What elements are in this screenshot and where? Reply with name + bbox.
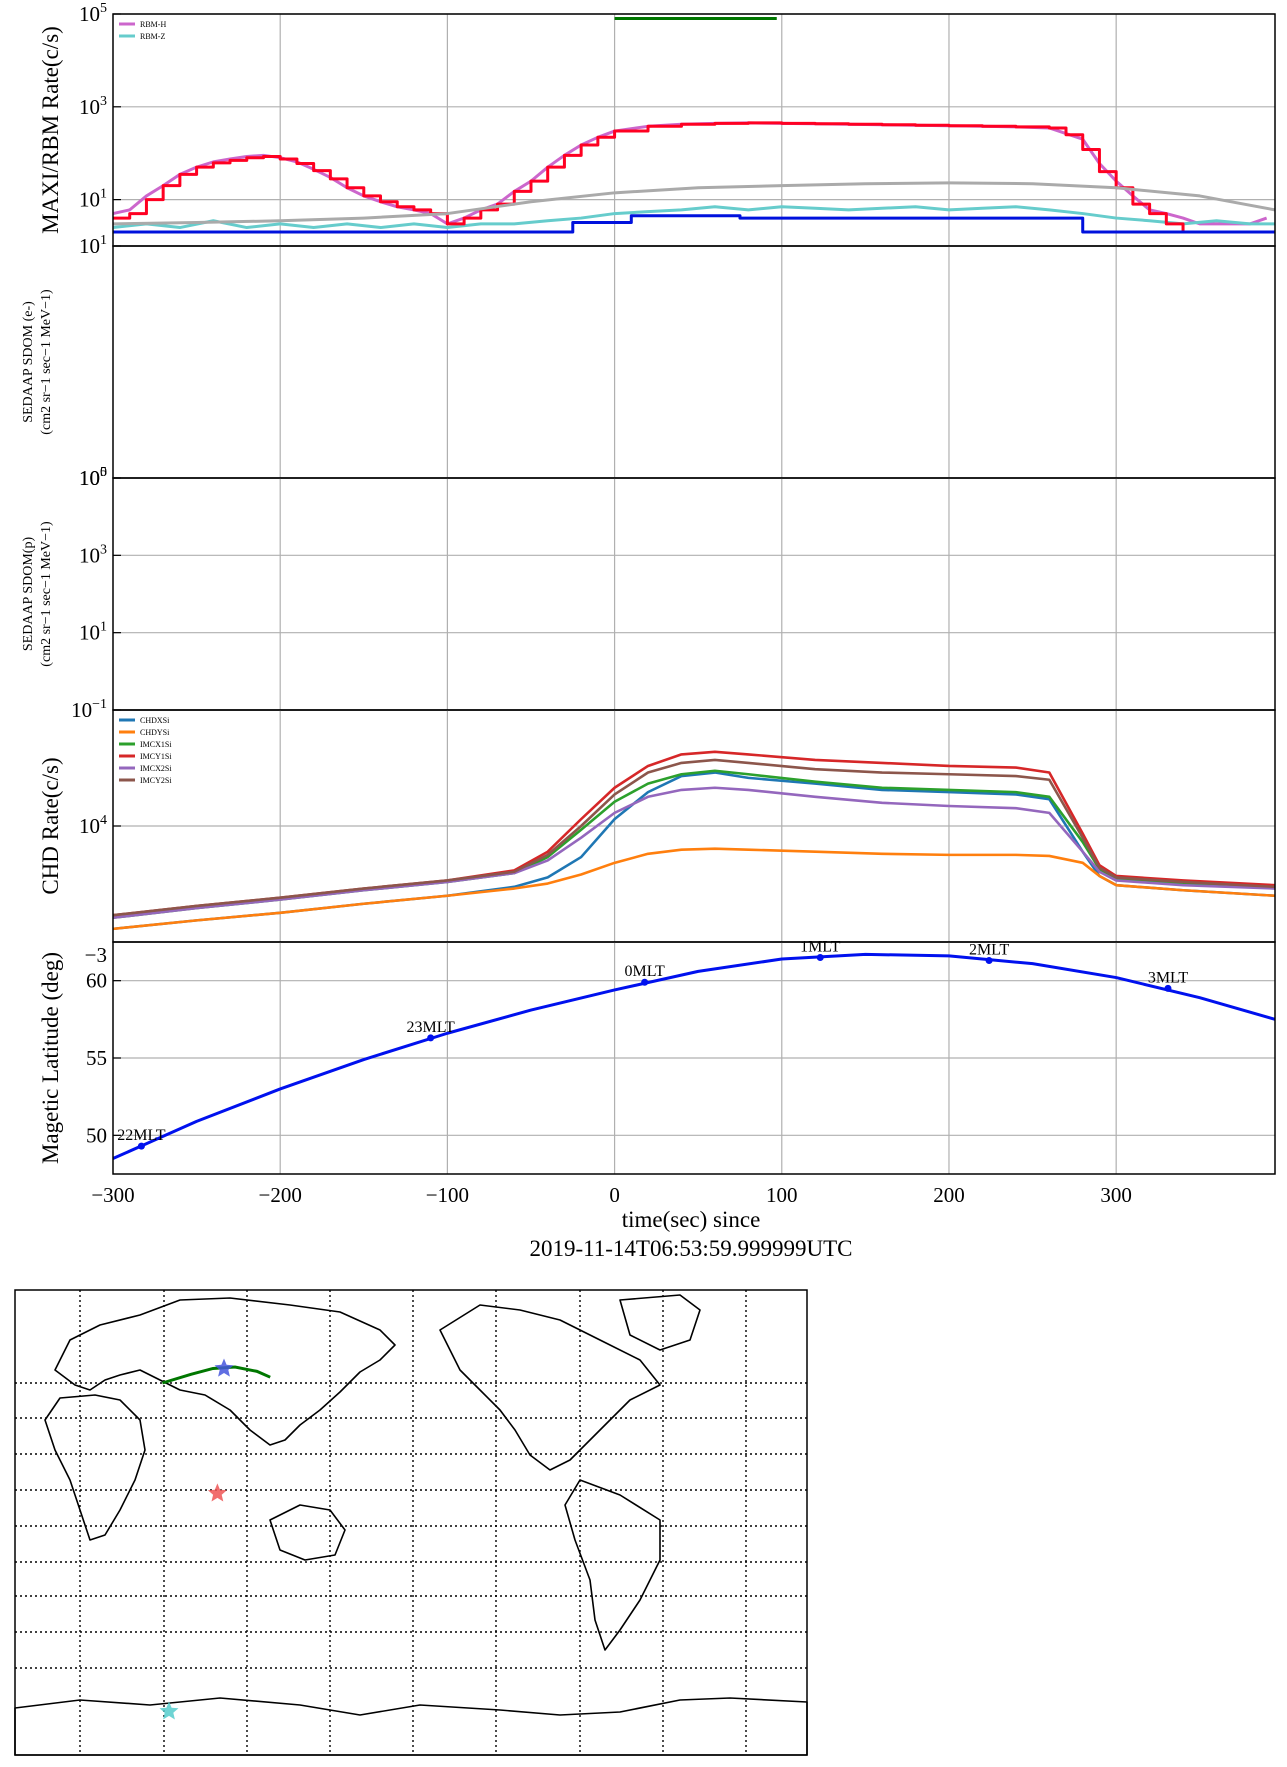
x-tick-label: 300 (1100, 1183, 1132, 1207)
y-tick-label: 60 (86, 969, 107, 993)
panel-maxi-rbm: 101 103 105 RBM-H RBM-Z MAXI/RBM Rate(c/s) (38, 1, 1276, 247)
legend-label: IMCX1Si (140, 740, 172, 749)
y-tick-label: 101 (79, 233, 107, 258)
mlt-label: 2MLT (969, 942, 1010, 959)
star-icon (159, 1701, 179, 1720)
series-line-CHDYSi (112, 847, 1276, 931)
world-map (14, 1289, 808, 1756)
mlt-marker (641, 978, 649, 986)
legend-label: IMCX2Si (140, 764, 172, 773)
legend: RBM-H RBM-Z (119, 20, 166, 41)
panel-sedaap-p: 105 103 101 10−1 SEDAAP SDOM(p) (cm2 sr−1 sec… (21, 465, 1276, 722)
y-tick-label: 55 (86, 1046, 107, 1070)
panel-mlat: 50 55 60 22MLT 23MLT 0MLT 1MLT 2MLT 3MLT −3 Mageti… (38, 938, 1276, 1207)
y-axis-label: MAXI/RBM Rate(c/s) (38, 26, 63, 234)
star-icon (207, 1483, 227, 1502)
panel-chd: 104 CHDXSi CHDYSi IMCX1Si IMCY1Si IMCX2Si IMCY… (38, 709, 1276, 943)
x-tick-label: 200 (933, 1183, 965, 1207)
y-tick-label: −3 (85, 943, 107, 967)
x-tick-label: 0 (609, 1183, 620, 1207)
coastline (269, 1504, 346, 1561)
y-tick-label: 10−1 (71, 697, 107, 722)
legend-label: CHDYSi (140, 728, 170, 737)
axes-frame (112, 477, 1276, 711)
y-tick-label: 101 (79, 620, 107, 645)
series-line-trace-4 (112, 181, 1276, 226)
x-tick-label: 100 (766, 1183, 798, 1207)
mlt-marker (427, 1034, 435, 1042)
series-line-CHDXSi (112, 771, 1276, 931)
mlt-marker (985, 957, 993, 965)
coastline (14, 1697, 808, 1756)
series-line-IMCY1Si (112, 750, 1276, 917)
x-tick-label: −300 (91, 1183, 134, 1207)
y-tick-label: 104 (79, 813, 107, 838)
legend-label: RBM-H (140, 20, 166, 29)
coastline (44, 1394, 146, 1541)
series-line-IMCX2Si (112, 786, 1276, 920)
axes-frame (112, 941, 1276, 1175)
series-line-trace-0 (112, 952, 1276, 1160)
y-axis-label-units: (cm2 sr−1 sec−1 MeV−1) (39, 289, 54, 435)
x-tick-label: −100 (426, 1183, 469, 1207)
series-line-IMCY2Si (112, 758, 1276, 917)
series-line-trace-3 (113, 214, 1275, 234)
mlt-label: 0MLT (625, 963, 666, 980)
coastline (564, 1479, 661, 1651)
series-line-trace-2 (113, 121, 1217, 234)
y-axis-label: Magetic Latitude (deg) (38, 952, 63, 1164)
y-tick-label: 105 (79, 465, 107, 490)
x-tick-label: −200 (259, 1183, 302, 1207)
coastline (54, 1297, 396, 1446)
mlt-label: 23MLT (407, 1019, 456, 1036)
y-tick-label: 103 (79, 542, 107, 567)
map-frame (14, 1289, 808, 1756)
coastline (619, 1294, 701, 1351)
legend-label: IMCY1Si (140, 752, 172, 761)
series-line-RBM-Z (112, 205, 1275, 230)
y-axis-label: SEDAAP SDOM(p) (21, 537, 36, 652)
axes-frame (112, 13, 1276, 247)
mlt-label: 3MLT (1148, 969, 1189, 986)
y-tick-label: 50 (86, 1123, 107, 1147)
y-axis-label: CHD Rate(c/s) (38, 757, 63, 894)
y-tick-label: 101 (79, 187, 107, 212)
mlt-label: 22MLT (117, 1127, 166, 1144)
legend-label: IMCY2Si (140, 776, 172, 785)
legend-label: CHDXSi (140, 716, 170, 725)
y-tick-label: 105 (79, 1, 107, 26)
mlt-marker (816, 953, 824, 961)
y-tick-label: 103 (79, 94, 107, 119)
axes-frame (112, 245, 1276, 479)
legend: CHDXSi CHDYSi IMCX1Si IMCY1Si IMCX2Si IMCY2Si (119, 716, 172, 785)
star-icon (214, 1358, 234, 1377)
y-axis-label-units: (cm2 sr−1 sec−1 MeV−1) (39, 521, 54, 667)
mlt-label: 1MLT (800, 938, 841, 955)
mlt-marker (137, 1142, 145, 1150)
coastline (439, 1304, 661, 1471)
legend-label: RBM-Z (140, 32, 165, 41)
y-tick-label: 100 (79, 465, 107, 490)
mlt-marker (1164, 984, 1172, 992)
y-axis-label: SEDAAP SDOM (e-) (21, 301, 36, 423)
x-axis-label: time(sec) since (622, 1207, 761, 1232)
panel-sedaap-e: 101 100 SEDAAP SDOM (e-) (cm2 sr−1 sec−1 Me… (21, 233, 1276, 490)
x-axis-label-epoch: 2019-11-14T06:53:59.999999UTC (529, 1236, 852, 1261)
